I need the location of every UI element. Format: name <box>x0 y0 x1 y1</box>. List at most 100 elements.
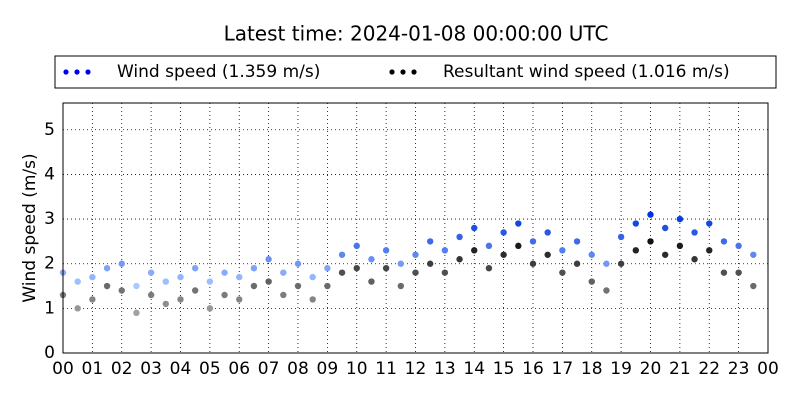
data-point <box>456 233 463 241</box>
data-point <box>368 278 375 285</box>
data-point <box>471 247 478 254</box>
y-tick-label: 3 <box>44 209 55 229</box>
data-point <box>191 287 199 294</box>
data-point <box>500 229 507 236</box>
data-point <box>735 242 742 250</box>
x-tick-label: 15 <box>493 359 515 379</box>
data-point <box>632 220 640 227</box>
data-point <box>559 247 566 254</box>
data-point <box>617 233 625 241</box>
data-point <box>103 264 111 272</box>
data-point <box>147 269 155 276</box>
data-point <box>74 305 81 312</box>
data-point <box>412 251 419 258</box>
x-tick-label: 06 <box>228 359 250 379</box>
legend-label: Wind speed (1.359 m/s) <box>117 62 320 82</box>
x-tick-label: 02 <box>111 359 133 379</box>
x-tick-label: 17 <box>552 359 574 379</box>
data-point <box>573 238 581 245</box>
data-point <box>471 224 478 232</box>
x-tick-label: 16 <box>522 359 544 379</box>
data-point <box>750 251 757 258</box>
y-tick-label: 2 <box>44 254 55 274</box>
legend-label: Resultant wind speed (1.016 m/s) <box>443 62 730 82</box>
data-point <box>750 282 757 290</box>
data-point <box>133 309 140 317</box>
legend-marker <box>400 69 406 75</box>
data-point <box>162 278 170 285</box>
data-point <box>661 251 669 258</box>
data-point <box>544 229 551 236</box>
data-point <box>236 273 243 281</box>
data-point <box>720 269 728 276</box>
data-point <box>426 260 434 267</box>
x-tick-label: 00 <box>52 359 74 379</box>
data-point <box>206 278 214 285</box>
data-point <box>265 256 272 263</box>
data-point <box>485 264 493 272</box>
x-tick-label: 01 <box>82 359 104 379</box>
data-point <box>676 242 684 250</box>
x-tick-label: 22 <box>698 359 720 379</box>
data-point <box>309 273 316 281</box>
x-tick-label: 18 <box>581 359 603 379</box>
data-point <box>103 282 111 290</box>
data-point <box>206 305 214 312</box>
data-point <box>353 242 360 250</box>
data-point <box>573 260 581 267</box>
data-point <box>485 242 493 250</box>
data-point <box>617 260 625 267</box>
data-point <box>118 260 125 267</box>
plot-frame <box>62 102 769 354</box>
data-point <box>191 264 199 272</box>
x-tick-label: 04 <box>170 359 192 379</box>
data-point <box>177 296 184 303</box>
data-point <box>294 282 302 290</box>
data-point <box>397 282 405 290</box>
data-point <box>147 291 155 299</box>
x-tick-label: 10 <box>346 359 368 379</box>
x-tick-label: 13 <box>434 359 456 379</box>
data-point <box>529 260 537 267</box>
data-point <box>89 273 96 281</box>
data-point <box>706 247 713 254</box>
chart-title: Latest time: 2024-01-08 00:00:00 UTC <box>224 22 609 46</box>
x-tick-label: 11 <box>375 359 397 379</box>
data-point <box>309 296 316 303</box>
x-tick-label: 14 <box>463 359 485 379</box>
data-point <box>397 260 405 267</box>
data-point <box>250 282 258 290</box>
y-tick-label: 1 <box>44 298 55 318</box>
x-tick-label: 23 <box>728 359 750 379</box>
data-point <box>162 300 170 308</box>
legend-marker <box>389 69 395 75</box>
data-point <box>382 264 390 272</box>
data-point <box>177 273 184 281</box>
y-axis-label: Wind speed (m/s) <box>20 153 40 302</box>
data-point <box>338 251 346 258</box>
data-point <box>676 215 684 223</box>
data-point <box>515 242 522 250</box>
data-point <box>661 224 669 232</box>
data-point <box>588 251 595 258</box>
data-point <box>74 278 81 285</box>
x-tick-label: 21 <box>669 359 691 379</box>
data-point <box>118 287 125 294</box>
data-point <box>632 247 640 254</box>
data-point <box>720 238 728 245</box>
x-tick-label: 05 <box>199 359 221 379</box>
data-point <box>221 291 228 299</box>
data-point <box>324 264 331 272</box>
x-tick-label: 20 <box>640 359 662 379</box>
data-point <box>294 260 302 267</box>
data-point <box>588 278 595 285</box>
x-tick-label: 09 <box>317 359 339 379</box>
legend-marker <box>411 69 417 75</box>
data-point <box>280 291 287 299</box>
y-tick-label: 0 <box>44 343 55 363</box>
data-point <box>426 238 434 245</box>
y-tick-label: 5 <box>44 120 55 140</box>
x-tick-label: 07 <box>258 359 280 379</box>
legend-marker <box>74 69 80 75</box>
